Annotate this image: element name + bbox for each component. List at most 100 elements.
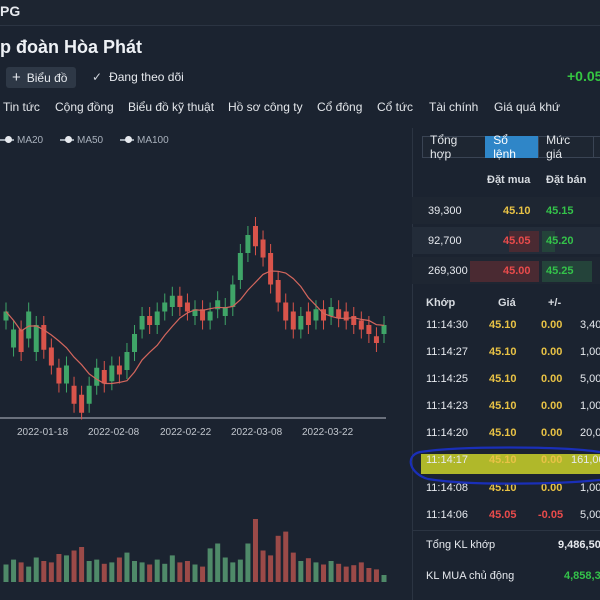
x-label: 2022-03-22	[302, 427, 354, 438]
candles-group	[3, 217, 387, 420]
candle-body	[366, 325, 372, 334]
ma-toggle-icon	[0, 136, 14, 144]
candle-body	[71, 385, 77, 404]
volume-bar	[207, 548, 213, 582]
plus-icon: +	[12, 69, 21, 86]
book-bid-price: 45.00	[503, 265, 531, 277]
volume-bar	[373, 569, 379, 582]
trade-price: 45.05	[489, 509, 517, 521]
candle-body	[268, 253, 274, 285]
chart-button[interactable]: + Biểu đồ	[6, 67, 76, 88]
trade-time: 11:14:23	[426, 400, 469, 412]
total-matched-label: Tổng KL khớp	[426, 539, 496, 551]
ask-depth-bar	[542, 261, 592, 282]
top-bar: PG	[0, 0, 600, 26]
trade-price: 45.10	[489, 427, 517, 439]
volume-bar	[18, 562, 24, 582]
trade-time: 11:14:06	[426, 509, 469, 521]
volume-bars-group	[3, 519, 387, 582]
ask-depth-bar	[542, 231, 555, 252]
candle-body	[154, 311, 160, 325]
volume-bar	[162, 563, 168, 582]
candle-body	[147, 316, 153, 325]
trade-price: 45.10	[489, 400, 517, 412]
trade-volume: 20,00	[580, 427, 600, 439]
candle-body	[252, 226, 258, 247]
trade-volume: 161,00	[571, 454, 600, 466]
tab-financials[interactable]: Tài chính	[429, 100, 479, 114]
legend-ma100[interactable]: MA100	[120, 135, 169, 146]
legend-ma50[interactable]: MA50	[60, 135, 103, 146]
tab-more[interactable]	[593, 136, 600, 158]
ma-toggle-icon	[60, 136, 74, 144]
volume-bar	[116, 557, 122, 582]
bid-depth-bar	[509, 231, 539, 252]
trade-volume: 1,00	[580, 400, 600, 412]
volume-bar	[71, 550, 77, 582]
volume-bar	[252, 519, 258, 582]
tab-shareholders[interactable]: Cổ đông	[317, 100, 363, 114]
volume-bar	[222, 557, 228, 582]
following-toggle[interactable]: ✓ Đang theo dõi	[92, 70, 184, 84]
x-label: 2022-03-08	[231, 427, 283, 438]
candle-body	[298, 316, 304, 330]
candle-body	[109, 365, 115, 382]
candle-body	[184, 302, 190, 312]
candle-body	[162, 302, 168, 312]
volume-bar	[268, 555, 274, 582]
candle-body	[313, 309, 319, 321]
book-row-bg	[412, 197, 600, 224]
tab-summary[interactable]: Tổng hợp	[422, 133, 487, 161]
volume-bar	[215, 543, 221, 582]
divider	[412, 530, 600, 531]
candle-body	[86, 385, 92, 404]
candle-body	[169, 295, 175, 307]
total-matched-value: 9,486,50	[558, 539, 600, 551]
candle-body	[275, 280, 281, 303]
active-buy-value: 4,858,3	[564, 570, 600, 582]
candle-body	[48, 347, 54, 366]
tab-company-profile[interactable]: Hồ sơ công ty	[228, 100, 303, 114]
trade-change-header: +/-	[548, 297, 562, 309]
volume-bar	[86, 561, 92, 582]
volume-bar	[313, 562, 319, 582]
legend-ma20[interactable]: MA20	[0, 135, 43, 146]
volume-bar	[154, 559, 160, 582]
x-label: 2022-01-18	[17, 427, 69, 438]
tab-news[interactable]: Tin tức	[3, 100, 40, 114]
tab-price-levels[interactable]: Mức giá	[538, 133, 595, 161]
volume-bar	[192, 564, 198, 582]
tab-community[interactable]: Cộng đồng	[55, 100, 114, 114]
book-ask-price: 45.25	[546, 265, 574, 277]
ask-header: Đặt bán	[546, 174, 587, 186]
volume-bar	[321, 564, 327, 582]
candle-body	[358, 320, 364, 330]
candle-body	[18, 329, 24, 352]
candle-body	[260, 239, 266, 258]
following-label: Đang theo dõi	[109, 70, 184, 84]
candle-body	[290, 311, 296, 330]
trade-change: 0.00	[541, 482, 563, 494]
trade-change: 0.00	[541, 319, 563, 331]
book-volume: 269,300	[428, 265, 468, 277]
volume-bar	[101, 563, 107, 582]
tab-order-book[interactable]: Sổ lệnh	[485, 133, 540, 161]
tab-technical-chart[interactable]: Biểu đồ kỹ thuật	[128, 100, 215, 114]
trade-time: 11:14:30	[426, 319, 469, 331]
book-bid-price: 45.05	[503, 235, 531, 247]
book-ask-price: 45.15	[546, 205, 574, 217]
candle-body	[139, 316, 145, 330]
candle-body	[101, 370, 107, 384]
candle-body	[328, 307, 334, 316]
volume-bar	[184, 561, 190, 582]
volume-bar	[139, 562, 145, 582]
candle-body	[200, 309, 206, 321]
candle-body	[116, 365, 122, 375]
candle-body	[94, 367, 100, 386]
trade-time-header: Khớp	[426, 297, 456, 309]
trade-change: 0.00	[541, 373, 563, 385]
tab-dividends[interactable]: Cổ tức	[377, 100, 414, 114]
ma20-line	[5, 270, 385, 385]
price-chart[interactable]	[0, 150, 410, 590]
tab-price-history[interactable]: Giá quá khứ	[494, 100, 561, 114]
